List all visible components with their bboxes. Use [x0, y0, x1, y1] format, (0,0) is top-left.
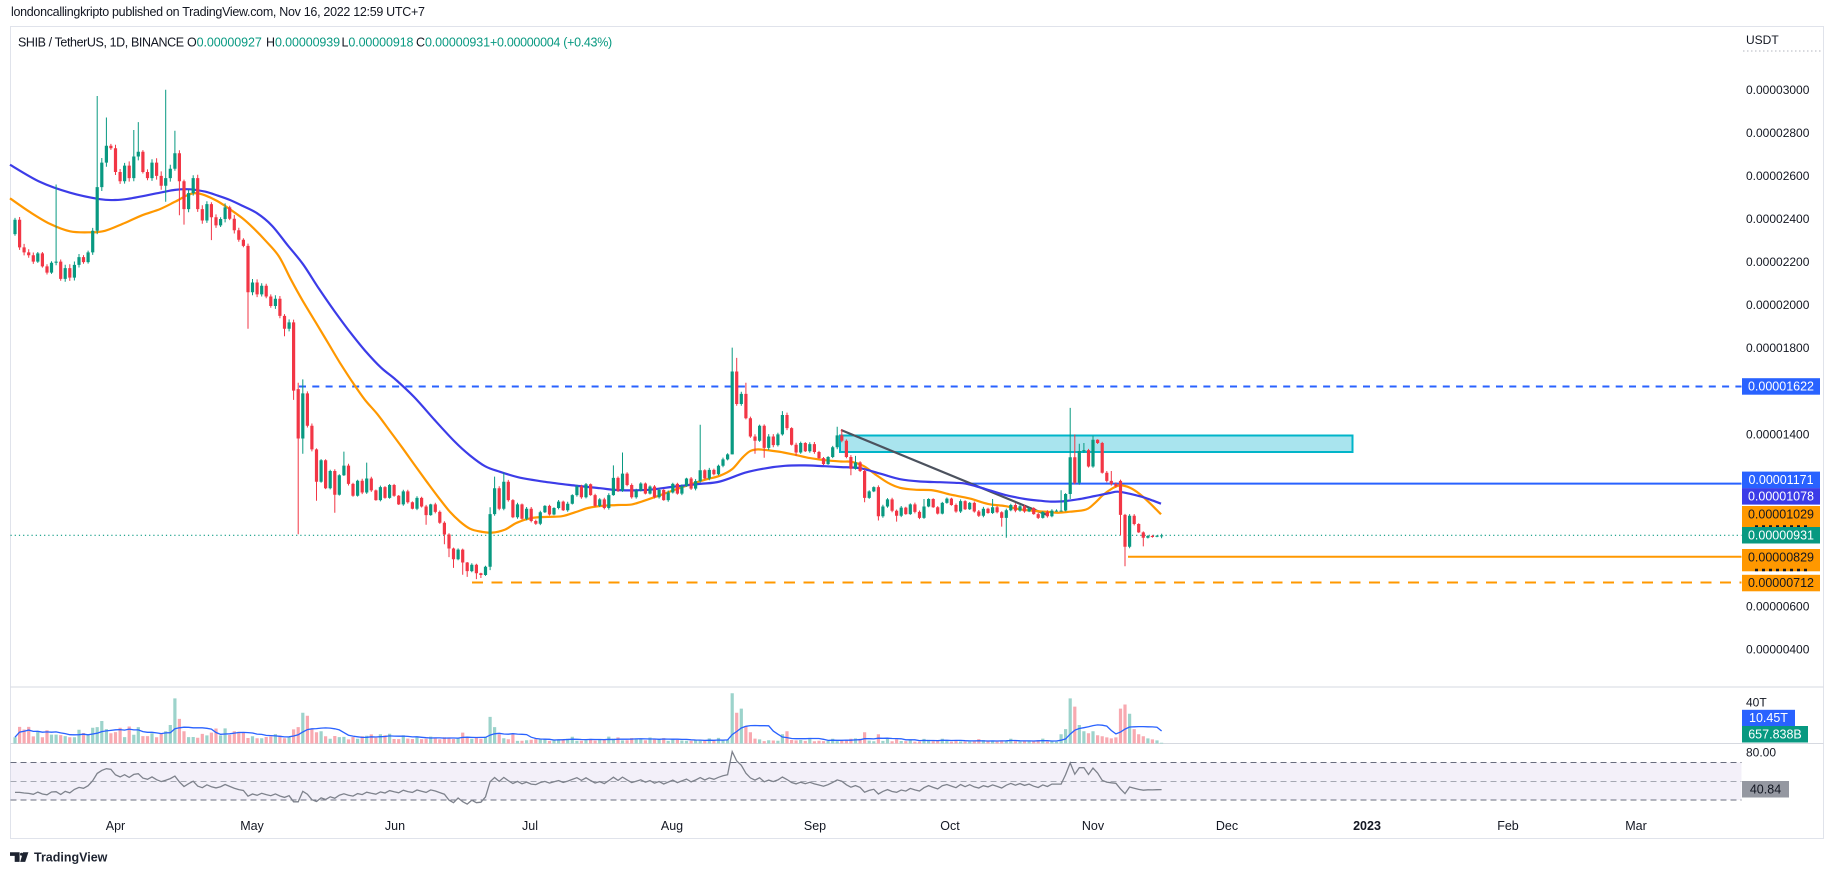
svg-text:0.00001078: 0.00001078	[1748, 490, 1814, 504]
svg-text:Dec: Dec	[1216, 819, 1238, 833]
svg-text:0.00001800: 0.00001800	[1746, 341, 1810, 355]
svg-text:40T: 40T	[1746, 695, 1767, 709]
svg-text:0.00002000: 0.00002000	[1746, 298, 1810, 312]
svg-text:657.838B: 657.838B	[1748, 727, 1802, 741]
svg-text:L0.00000918: L0.00000918	[342, 36, 414, 50]
svg-text:0.00001400: 0.00001400	[1746, 427, 1810, 441]
svg-text:0.00002800: 0.00002800	[1746, 126, 1810, 140]
svg-text:0.00000600: 0.00000600	[1746, 600, 1810, 614]
svg-text:May: May	[240, 819, 264, 833]
svg-text:TradingView: TradingView	[34, 851, 108, 865]
svg-text:londoncallingkripto published: londoncallingkripto published on Trading…	[11, 5, 425, 19]
svg-text:0.00002400: 0.00002400	[1746, 212, 1810, 226]
svg-text:0.00000829: 0.00000829	[1748, 551, 1814, 565]
svg-text:2023: 2023	[1353, 819, 1381, 833]
svg-text:Nov: Nov	[1082, 819, 1105, 833]
svg-text:Apr: Apr	[106, 819, 125, 833]
svg-text:0.00003000: 0.00003000	[1746, 83, 1810, 97]
svg-text:H0.00000939: H0.00000939	[266, 36, 340, 50]
svg-text:O0.00000927: O0.00000927	[187, 36, 262, 50]
svg-text:0.00002200: 0.00002200	[1746, 255, 1810, 269]
svg-text:Jul: Jul	[522, 819, 538, 833]
svg-text:+0.00000004 (+0.43%): +0.00000004 (+0.43%)	[490, 36, 612, 50]
svg-text:Jun: Jun	[385, 819, 405, 833]
svg-text:USDT: USDT	[1746, 33, 1779, 47]
svg-text:0.00001622: 0.00001622	[1748, 380, 1814, 394]
svg-text:0.00001171: 0.00001171	[1748, 473, 1813, 487]
svg-text:40.84: 40.84	[1750, 782, 1781, 796]
svg-text:C0.00000931: C0.00000931	[416, 36, 490, 50]
svg-text:0.00000712: 0.00000712	[1748, 576, 1814, 590]
svg-text:Aug: Aug	[661, 819, 683, 833]
svg-text:Mar: Mar	[1625, 819, 1647, 833]
svg-text:0.00002600: 0.00002600	[1746, 169, 1810, 183]
svg-text:Oct: Oct	[940, 819, 960, 833]
svg-text:10.45T: 10.45T	[1749, 711, 1788, 725]
svg-text:0.00000400: 0.00000400	[1746, 643, 1810, 657]
svg-text:Feb: Feb	[1497, 819, 1519, 833]
svg-text:80.00: 80.00	[1746, 745, 1776, 759]
svg-text:SHIB / TetherUS, 1D, BINANCE: SHIB / TetherUS, 1D, BINANCE	[18, 36, 184, 50]
svg-text:Sep: Sep	[804, 819, 826, 833]
svg-text:0.00001029: 0.00001029	[1748, 507, 1814, 521]
svg-text:0.00000931: 0.00000931	[1748, 529, 1814, 543]
